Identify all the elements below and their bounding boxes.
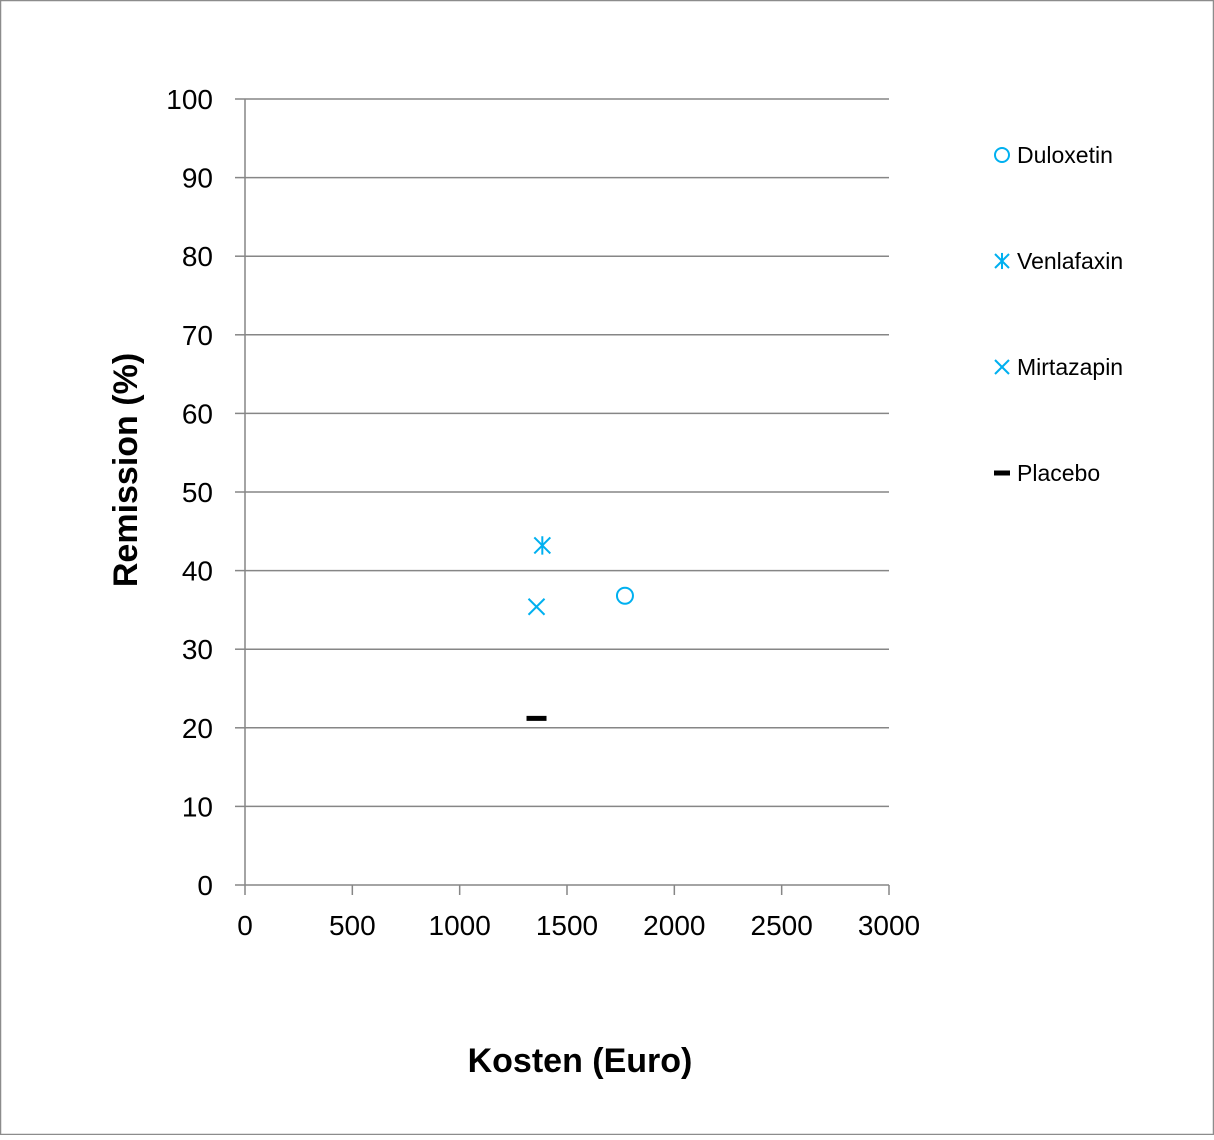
y-tick-label: 90 [182, 163, 213, 194]
x-tick-label: 3000 [858, 910, 920, 941]
x-tick-label: 0 [237, 910, 253, 941]
legend: Duloxetin Venlafaxin Mirtazapin Placebo [994, 142, 1123, 486]
data-points [526, 536, 634, 721]
gridlines [245, 98, 889, 808]
y-tick-label: 20 [182, 713, 213, 744]
point-venlafaxin [533, 536, 552, 555]
legend-item-mirtazapin: Mirtazapin [994, 354, 1123, 380]
y-tick-label: 10 [182, 791, 213, 822]
legend-label-venlafaxin: Venlafaxin [1017, 248, 1123, 274]
x-tick-label: 2000 [643, 910, 705, 941]
x-tick-label: 1500 [536, 910, 598, 941]
legend-marker-duloxetin [994, 147, 1010, 163]
y-tick-label: 80 [182, 241, 213, 272]
point-duloxetin [615, 586, 634, 605]
legend-item-duloxetin: Duloxetin [994, 142, 1113, 168]
point-mirtazapin [527, 598, 546, 616]
y-tick-label: 50 [182, 477, 213, 508]
y-axis-title: Remission (%) [107, 353, 145, 587]
legend-marker-venlafaxin [994, 252, 1010, 270]
x-tick-label: 500 [329, 910, 376, 941]
legend-label-placebo: Placebo [1017, 460, 1100, 486]
y-tick-label: 40 [182, 556, 213, 587]
x-tick-label: 1000 [429, 910, 491, 941]
legend-marker-mirtazapin [994, 359, 1010, 375]
y-tick-label: 0 [197, 870, 213, 901]
legend-label-mirtazapin: Mirtazapin [1017, 354, 1123, 380]
x-axis-title: Kosten (Euro) [468, 1042, 693, 1080]
y-tick-label: 60 [182, 398, 213, 429]
x-tick-label: 2500 [751, 910, 813, 941]
y-tick-label: 30 [182, 634, 213, 665]
y-tick-label: 70 [182, 320, 213, 351]
legend-item-placebo: Placebo [994, 460, 1100, 486]
legend-item-venlafaxin: Venlafaxin [994, 248, 1123, 274]
legend-label-duloxetin: Duloxetin [1017, 142, 1113, 168]
y-tick-label: 100 [166, 84, 213, 115]
